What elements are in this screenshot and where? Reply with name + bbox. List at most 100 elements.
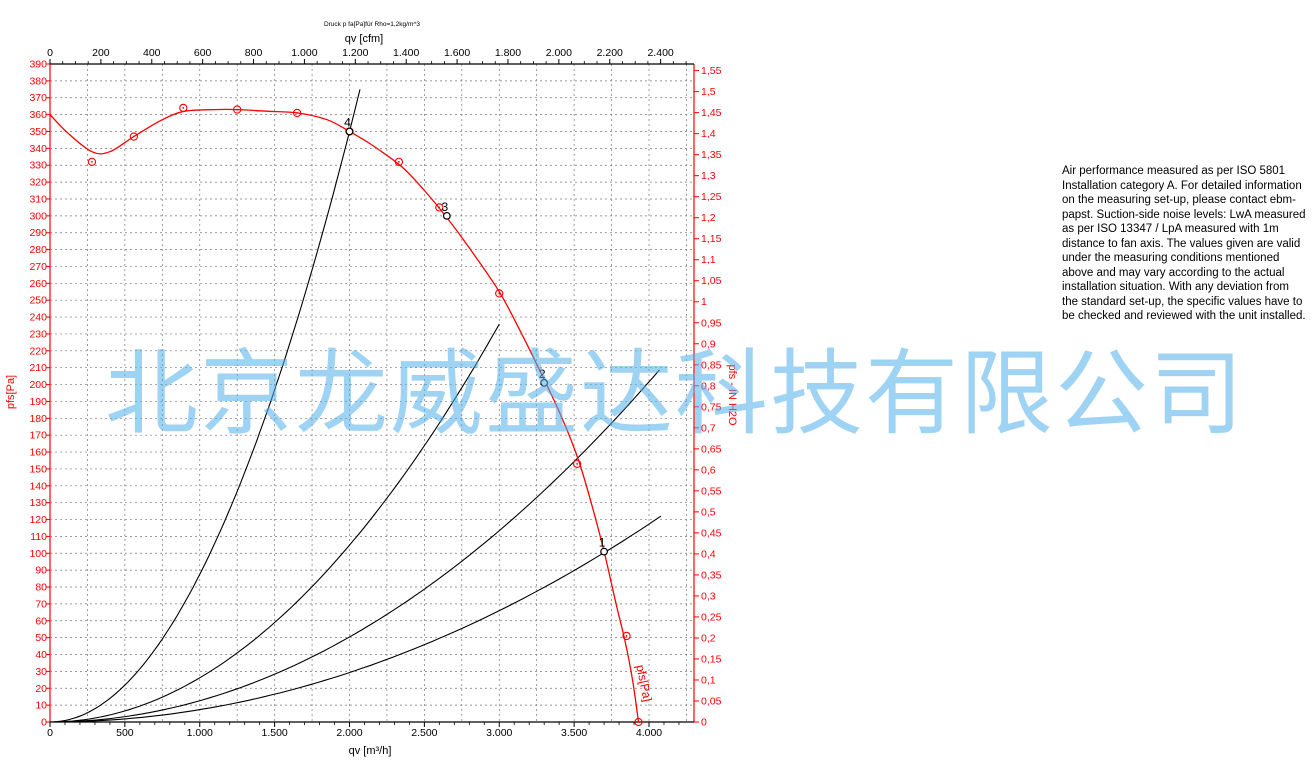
x-top-tick-label: 1.400 (393, 47, 419, 59)
y-tick-label: 300 (29, 210, 47, 222)
x-tick-label: 2.500 (411, 727, 437, 739)
y-right-tick-label: 1,45 (701, 107, 722, 119)
x-tick-label: 1.500 (261, 727, 287, 739)
y-right-tick-label: 1,2 (701, 212, 716, 224)
x-top-tick-label: 1.000 (291, 47, 317, 59)
y-tick-label: 70 (35, 598, 47, 610)
y-right-tick-label: 1,3 (701, 170, 716, 182)
fan-curve-marker-dot (132, 135, 135, 138)
y-tick-label: 60 (35, 615, 47, 627)
system-curve (50, 515, 662, 723)
grid (50, 63, 694, 722)
fan-curve-label: pfs[Pa] (633, 663, 654, 702)
x-tick-label: 3.500 (561, 727, 587, 739)
fan-curve-marker (129, 132, 139, 141)
operating-point (345, 127, 354, 136)
y-tick-label: 310 (29, 193, 47, 205)
y-right-tick-label: 0,15 (701, 653, 722, 665)
y-axis-label: pfs[Pa] (5, 375, 17, 409)
fan-curve-marker (292, 108, 302, 118)
fan-curve-marker-dot (398, 160, 400, 163)
y-tick-label: 250 (29, 295, 47, 307)
y-right-tick-label: 1 (701, 296, 707, 308)
y-tick-label: 50 (35, 632, 47, 644)
fan-curve-marker (394, 157, 404, 167)
x-tick-label: 500 (116, 727, 134, 739)
fan-curve-marker-dot (182, 106, 185, 109)
y-right-tick-label: 1,1 (701, 254, 716, 266)
x-tick-label: 3.000 (486, 727, 512, 739)
fan-curve-marker-dot (625, 635, 628, 637)
axes (49, 63, 695, 723)
operating-point (600, 547, 608, 556)
x-top-tick-label: 2.400 (647, 47, 673, 59)
y-tick-label: 390 (29, 59, 47, 71)
y-right-tick-label: 1,15 (701, 233, 722, 245)
y-right-tick-label: 0,35 (701, 569, 722, 581)
fan-curve-marker (435, 203, 444, 212)
y-right-tick-label: 0,8 (701, 380, 716, 392)
x-top-tick-label: 200 (92, 47, 110, 59)
fan-curve-marker (233, 105, 242, 114)
y-right-tick-label: 1,5 (701, 86, 716, 98)
y-tick-label: 120 (29, 514, 47, 526)
y-tick-label: 290 (29, 227, 47, 239)
fan-curve-line (49, 108, 640, 723)
y-right-tick-label: 0 (701, 717, 707, 729)
y-right-tick-label: 1,25 (701, 191, 722, 203)
x-top-tick-label: 800 (245, 47, 263, 59)
x-top-tick-label: 0 (47, 47, 53, 59)
y-tick-label: 280 (29, 244, 47, 256)
x-top-tick-label: 1.800 (495, 47, 521, 59)
y-right-tick-label: 0,7 (701, 422, 716, 434)
x-top-axis-label: qv [cfm] (345, 33, 384, 45)
y-tick-label: 340 (29, 143, 47, 155)
y-tick-label: 110 (30, 531, 47, 543)
y-right-tick-label: 0,95 (701, 317, 722, 329)
operating-point-label: 3 (441, 200, 448, 214)
curves (49, 89, 662, 727)
y-tick-label: 200 (29, 379, 47, 391)
y-tick-label: 160 (29, 447, 47, 459)
x-top-tick-label: 2.000 (546, 47, 572, 59)
operating-point-label: 2 (539, 367, 546, 381)
fan-curve-marker-dot (637, 721, 640, 723)
y-right-tick-label: 0,2 (701, 632, 716, 644)
y-tick-label: 220 (29, 345, 47, 357)
y-tick-label: 100 (29, 548, 47, 560)
fan-curve-marker (495, 289, 504, 298)
y-tick-label: 360 (29, 109, 47, 121)
y-tick-label: 140 (29, 480, 47, 492)
operating-point (540, 378, 549, 387)
y-tick-label: 240 (29, 312, 47, 324)
fan-curve-marker (87, 157, 97, 167)
x-top-tick-label: 400 (143, 47, 161, 59)
x-tick-label: 0 (47, 727, 53, 739)
y-right-tick-label: 0,4 (701, 548, 716, 560)
y-tick-label: 260 (29, 278, 47, 290)
y-right-axis-label: pfs - IN H2O (726, 364, 738, 426)
y-tick-label: 80 (35, 582, 47, 594)
chart-title: Druck p fa[Pa]für Rho=1,2kg/m^3 (324, 21, 420, 28)
x-top-tick-label: 1.200 (342, 47, 368, 59)
fan-curve-marker (572, 459, 582, 469)
y-tick-label: 0 (41, 717, 47, 729)
operating-point-label: 4 (344, 115, 351, 129)
system-curve (49, 89, 361, 723)
y-tick-label: 320 (29, 177, 47, 189)
y-tick-label: 130 (29, 497, 47, 509)
y-tick-label: 230 (29, 328, 47, 340)
fan-curve-marker-dot (498, 292, 501, 295)
operating-point (442, 211, 451, 220)
y-tick-label: 270 (29, 261, 47, 273)
y-right-tick-label: 0,9 (701, 338, 716, 350)
operating-point-label: 1 (599, 536, 606, 550)
fan-curve-marker-dot (296, 112, 298, 114)
system-curve (49, 323, 500, 723)
y-tick-label: 30 (35, 666, 47, 678)
x-top-tick-label: 1.600 (444, 47, 470, 59)
fan-curve-marker-dot (236, 108, 239, 111)
x-tick-label: 4.000 (636, 727, 662, 739)
fan-curve-marker (179, 103, 188, 113)
